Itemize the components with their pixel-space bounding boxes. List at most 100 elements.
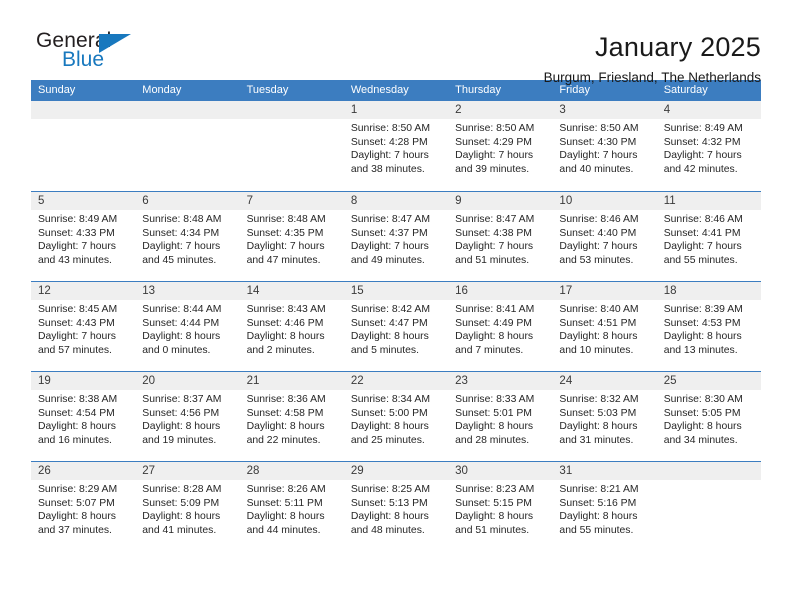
day-number: 31 [559, 465, 573, 477]
day-number: 14 [246, 285, 260, 297]
daylight-text-line2: and 41 minutes. [142, 524, 217, 536]
calendar-day-cell[interactable]: 4 Sunrise: 8:49 AM Sunset: 4:32 PM Daylight… [657, 101, 761, 191]
daylight-text-line1: Daylight: 8 hours [38, 421, 116, 432]
sunset-text: Sunset: 5:03 PM [559, 407, 637, 419]
calendar-day-cell[interactable]: 25 Sunrise: 8:30 AM Sunset: 5:05 PM Dayligh… [657, 372, 761, 461]
calendar-day-cell[interactable]: 28 Sunrise: 8:26 AM Sunset: 5:11 PM Dayligh… [240, 462, 344, 551]
daylight-text-line2: and 47 minutes. [246, 254, 321, 266]
calendar-day-cell[interactable]: 20 Sunrise: 8:37 AM Sunset: 4:56 PM Dayligh… [135, 372, 239, 461]
calendar-day-cell[interactable]: 24 Sunrise: 8:32 AM Sunset: 5:03 PM Dayligh… [552, 372, 656, 461]
day-number: 13 [142, 285, 156, 297]
calendar-day-cell[interactable]: 2 Sunrise: 8:50 AM Sunset: 4:29 PM Daylight… [448, 101, 552, 191]
sunrise-text: Sunrise: 8:42 AM [350, 304, 430, 315]
calendar-day-cell-empty [240, 101, 344, 191]
calendar-day-cell[interactable]: 16 Sunrise: 8:41 AM Sunset: 4:49 PM Dayligh… [448, 282, 552, 371]
day-sun-info: Sunrise: 8:21 AM Sunset: 5:16 PM Daylight:… [559, 483, 649, 537]
calendar-day-cell[interactable]: 13 Sunrise: 8:44 AM Sunset: 4:44 PM Dayligh… [135, 282, 239, 371]
calendar-day-cell-empty [657, 462, 761, 551]
day-number: 22 [350, 375, 364, 387]
day-sun-info: Sunrise: 8:50 AM Sunset: 4:30 PM Daylight:… [559, 122, 649, 176]
sunrise-text: Sunrise: 8:28 AM [142, 484, 222, 495]
calendar-grid: Sunday Monday Tuesday Wednesday Thursday… [31, 80, 761, 551]
calendar-day-cell[interactable]: 7 Sunrise: 8:48 AM Sunset: 4:35 PM Daylight… [240, 192, 344, 281]
calendar-day-cell[interactable]: 3 Sunrise: 8:50 AM Sunset: 4:30 PM Daylight… [552, 101, 656, 191]
day-sun-info: Sunrise: 8:32 AM Sunset: 5:03 PM Daylight:… [559, 393, 649, 447]
weekday-header-friday: Friday [559, 84, 590, 96]
calendar-day-cell[interactable]: 8 Sunrise: 8:47 AM Sunset: 4:37 PM Daylight… [344, 192, 448, 281]
daylight-text-line2: and 48 minutes. [350, 524, 425, 536]
daylight-text-line2: and 51 minutes. [455, 254, 530, 266]
sunset-text: Sunset: 4:46 PM [246, 317, 324, 329]
sunrise-text: Sunrise: 8:34 AM [350, 394, 430, 405]
day-number: 27 [142, 465, 156, 477]
daylight-text-line2: and 10 minutes. [559, 344, 634, 356]
calendar-day-cell[interactable]: 18 Sunrise: 8:39 AM Sunset: 4:53 PM Dayligh… [657, 282, 761, 371]
calendar-day-cell[interactable]: 21 Sunrise: 8:36 AM Sunset: 4:58 PM Dayligh… [240, 372, 344, 461]
day-sun-info: Sunrise: 8:39 AM Sunset: 4:53 PM Daylight:… [664, 303, 754, 357]
sunrise-text: Sunrise: 8:47 AM [455, 214, 535, 225]
calendar-day-cell[interactable]: 30 Sunrise: 8:23 AM Sunset: 5:15 PM Dayligh… [448, 462, 552, 551]
calendar-day-cell[interactable]: 5 Sunrise: 8:49 AM Sunset: 4:33 PM Daylight… [31, 192, 135, 281]
calendar-day-cell[interactable]: 9 Sunrise: 8:47 AM Sunset: 4:38 PM Daylight… [448, 192, 552, 281]
day-number: 11 [663, 195, 676, 207]
daylight-text-line2: and 22 minutes. [246, 434, 321, 446]
day-number: 16 [455, 285, 468, 297]
weekday-header-saturday: Saturday [663, 84, 708, 96]
daylight-text-line2: and 34 minutes. [663, 434, 738, 446]
day-sun-info: Sunrise: 8:29 AM Sunset: 5:07 PM Daylight:… [38, 483, 128, 537]
calendar-day-cell[interactable]: 19 Sunrise: 8:38 AM Sunset: 4:54 PM Dayligh… [31, 372, 135, 461]
daylight-text-line1: Daylight: 8 hours [559, 511, 638, 522]
day-sun-info: Sunrise: 8:34 AM Sunset: 5:00 PM Daylight:… [351, 393, 441, 447]
calendar-weeks: 1 Sunrise: 8:50 AM Sunset: 4:28 PM Daylight… [31, 101, 761, 551]
day-number: 24 [559, 375, 573, 387]
day-number: 6 [142, 195, 149, 207]
sunset-text: Sunset: 5:16 PM [559, 497, 637, 509]
daylight-text-line1: Daylight: 8 hours [142, 331, 221, 342]
calendar-day-cell[interactable]: 12 Sunrise: 8:45 AM Sunset: 4:43 PM Dayligh… [31, 282, 135, 371]
daylight-text-line1: Daylight: 7 hours [663, 150, 742, 161]
day-sun-info: Sunrise: 8:48 AM Sunset: 4:35 PM Daylight:… [247, 213, 337, 267]
calendar-day-cell[interactable]: 15 Sunrise: 8:42 AM Sunset: 4:47 PM Dayligh… [344, 282, 448, 371]
calendar-day-cell[interactable]: 11 Sunrise: 8:46 AM Sunset: 4:41 PM Dayligh… [657, 192, 761, 281]
sunset-text: Sunset: 4:47 PM [350, 317, 428, 329]
daylight-text-line2: and 42 minutes. [663, 163, 738, 175]
daylight-text-line1: Daylight: 7 hours [350, 150, 429, 161]
day-number: 9 [455, 195, 462, 207]
calendar-day-cell[interactable]: 23 Sunrise: 8:33 AM Sunset: 5:01 PM Dayligh… [448, 372, 552, 461]
sunset-text: Sunset: 4:56 PM [142, 407, 220, 419]
day-sun-info: Sunrise: 8:40 AM Sunset: 4:51 PM Daylight:… [559, 303, 649, 357]
day-sun-info: Sunrise: 8:42 AM Sunset: 4:47 PM Daylight:… [351, 303, 441, 357]
day-sun-info: Sunrise: 8:45 AM Sunset: 4:43 PM Daylight:… [38, 303, 128, 357]
day-sun-info: Sunrise: 8:50 AM Sunset: 4:28 PM Daylight:… [351, 122, 441, 176]
calendar-week-row: 5 Sunrise: 8:49 AM Sunset: 4:33 PM Daylight… [31, 191, 761, 281]
sunset-text: Sunset: 5:09 PM [142, 497, 220, 509]
daylight-text-line1: Daylight: 8 hours [38, 511, 116, 522]
calendar-day-cell[interactable]: 17 Sunrise: 8:40 AM Sunset: 4:51 PM Dayligh… [552, 282, 656, 371]
calendar-week-row: 1 Sunrise: 8:50 AM Sunset: 4:28 PM Daylight… [31, 101, 761, 191]
calendar-day-cell[interactable]: 31 Sunrise: 8:21 AM Sunset: 5:16 PM Dayligh… [552, 462, 656, 551]
sunrise-text: Sunrise: 8:46 AM [559, 214, 639, 225]
sunrise-text: Sunrise: 8:40 AM [559, 304, 639, 315]
calendar-day-cell[interactable]: 22 Sunrise: 8:34 AM Sunset: 5:00 PM Dayligh… [344, 372, 448, 461]
calendar-day-cell[interactable]: 26 Sunrise: 8:29 AM Sunset: 5:07 PM Dayligh… [31, 462, 135, 551]
day-number: 30 [455, 465, 468, 477]
calendar-day-cell[interactable]: 10 Sunrise: 8:46 AM Sunset: 4:40 PM Dayligh… [552, 192, 656, 281]
sunrise-text: Sunrise: 8:33 AM [455, 394, 535, 405]
calendar-day-cell[interactable]: 6 Sunrise: 8:48 AM Sunset: 4:34 PM Daylight… [135, 192, 239, 281]
sunrise-text: Sunrise: 8:32 AM [559, 394, 639, 405]
calendar-day-cell[interactable]: 27 Sunrise: 8:28 AM Sunset: 5:09 PM Dayligh… [135, 462, 239, 551]
daylight-text-line2: and 31 minutes. [559, 434, 634, 446]
sunset-text: Sunset: 4:49 PM [455, 317, 532, 329]
day-sun-info: Sunrise: 8:41 AM Sunset: 4:49 PM Daylight:… [455, 303, 545, 357]
sunset-text: Sunset: 4:51 PM [559, 317, 637, 329]
daylight-text-line2: and 25 minutes. [350, 434, 425, 446]
calendar-day-cell[interactable]: 1 Sunrise: 8:50 AM Sunset: 4:28 PM Daylight… [344, 101, 448, 191]
sunset-text: Sunset: 5:05 PM [663, 407, 741, 419]
day-sun-info: Sunrise: 8:43 AM Sunset: 4:46 PM Daylight:… [247, 303, 337, 357]
calendar-day-cell[interactable]: 14 Sunrise: 8:43 AM Sunset: 4:46 PM Dayligh… [240, 282, 344, 371]
daylight-text-line2: and 13 minutes. [663, 344, 738, 356]
sunset-text: Sunset: 4:30 PM [559, 136, 637, 148]
calendar-day-cell[interactable]: 29 Sunrise: 8:25 AM Sunset: 5:13 PM Dayligh… [344, 462, 448, 551]
day-number: 7 [246, 195, 253, 207]
sunrise-text: Sunrise: 8:30 AM [663, 394, 743, 405]
